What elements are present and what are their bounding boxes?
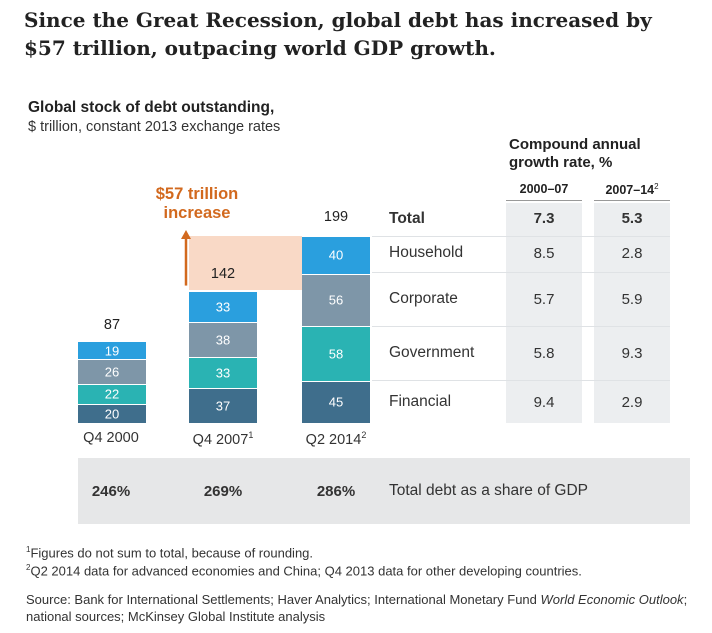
bar-segment-household: 40	[302, 236, 370, 274]
row-label-corporate: Corporate	[389, 290, 458, 307]
gdp-share-band	[78, 458, 690, 524]
cagr-period-2-sup: 2	[654, 182, 659, 191]
cagr-value: 9.3	[621, 345, 643, 362]
row-label-household: Household	[389, 244, 464, 261]
footnote-1: 1Figures do not sum to total, because of…	[26, 545, 313, 560]
increase-label-line2: increase	[163, 204, 231, 222]
bar-segment-corporate: 38	[189, 321, 257, 358]
cagr-value: 9.4	[533, 394, 555, 411]
bar-segment-household: 19	[78, 341, 146, 360]
cagr-header-line-1	[506, 200, 582, 201]
data-label: 33	[215, 299, 231, 314]
gdp-share-value: 246%	[91, 483, 131, 500]
footnote-2-sup: 2	[26, 563, 31, 572]
row-label-total: Total	[389, 210, 425, 227]
data-label: 40	[328, 247, 344, 263]
cagr-value: 7.3	[533, 210, 555, 227]
row-label-financial: Financial	[389, 393, 452, 410]
cagr-header-line-2	[594, 200, 670, 201]
bar-q4-2000: 20 22 26 19	[78, 341, 146, 423]
cagr-title: Compound annual growth rate, %	[509, 136, 679, 172]
x-label-text: Q4 2007	[192, 431, 249, 448]
gdp-share-value: 286%	[316, 483, 356, 500]
cagr-value: 5.3	[621, 210, 643, 227]
source-suffix: ; national sources; McKinsey Global Inst…	[26, 592, 688, 624]
bar-q4-2007: 37 33 38 33	[189, 290, 257, 423]
cagr-column-1-bg	[506, 203, 582, 423]
increase-label-line1: $57 trillion	[155, 185, 239, 203]
source-italic: World Economic Outlook	[540, 592, 684, 607]
data-label: 22	[104, 386, 120, 402]
footnote-2-text: Q2 2014 data for advanced economies and …	[30, 563, 582, 579]
increase-shade	[189, 236, 302, 290]
cagr-period-2-label: 2007–14	[605, 183, 655, 198]
cagr-period-1: 2000–07	[506, 182, 582, 196]
cagr-period-1-label: 2000–07	[519, 182, 569, 196]
x-label-q4-2000: Q4 2000	[61, 430, 161, 446]
x-label-q4-2007: Q4 20071	[173, 430, 273, 448]
x-label-text: Q2 2014	[305, 431, 362, 448]
cagr-column-2-bg	[594, 203, 670, 423]
row-separator	[372, 272, 670, 273]
bar-total-label: 87	[103, 317, 121, 334]
data-label: 37	[215, 398, 231, 414]
cagr-value: 5.8	[533, 345, 555, 362]
data-label: 58	[328, 346, 344, 362]
data-label: 26	[104, 364, 120, 380]
bar-segment-corporate: 56	[302, 273, 370, 327]
chart-title: Global stock of debt outstanding,	[28, 99, 275, 116]
data-label: 45	[328, 394, 344, 410]
gdp-share-value: 269%	[203, 483, 243, 500]
x-label-sup: 2	[361, 430, 367, 440]
data-label: 20	[104, 406, 120, 422]
bar-segment-household: 33	[189, 290, 257, 322]
cagr-period-2: 2007–142	[594, 182, 670, 197]
increase-label: $57 trillion increase	[142, 185, 252, 223]
increase-arrow	[181, 230, 191, 286]
cagr-title-line2: growth rate, %	[509, 154, 613, 171]
bar-segment-government: 22	[78, 383, 146, 405]
x-label-text: Q4 2000	[83, 430, 139, 446]
bar-total-label: 142	[210, 265, 236, 282]
x-label-sup: 1	[248, 430, 254, 440]
bar-q2-2014: 45 58 56 40	[302, 236, 370, 423]
increase-arrow-head	[181, 230, 191, 239]
bar-segment-government: 58	[302, 326, 370, 381]
x-label-q2-2014: Q2 20142	[286, 430, 386, 448]
cagr-value: 2.9	[621, 394, 643, 411]
bar-segment-corporate: 26	[78, 359, 146, 384]
cagr-value: 5.9	[621, 291, 643, 308]
bar-segment-financial: 20	[78, 404, 146, 423]
headline: Since the Great Recession, global debt h…	[24, 8, 652, 60]
footnote-2: 2Q2 2014 data for advanced economies and…	[26, 563, 582, 578]
footnote-1-text: Figures do not sum to total, because of …	[30, 545, 314, 561]
cagr-title-line1: Compound annual	[509, 136, 641, 153]
bar-segment-financial: 37	[189, 388, 257, 423]
data-label: 38	[215, 332, 231, 348]
data-label: 19	[104, 343, 120, 359]
bar-segment-government: 33	[189, 357, 257, 389]
cagr-value: 2.8	[621, 245, 643, 262]
bar-total-label: 199	[323, 209, 349, 225]
row-separator	[372, 236, 670, 237]
source-prefix: Source: Bank for International Settlemen…	[26, 592, 541, 607]
cagr-value: 8.5	[533, 245, 555, 262]
cagr-value: 5.7	[533, 291, 555, 308]
bar-segment-financial: 45	[302, 380, 370, 423]
row-separator	[372, 326, 670, 327]
data-label: 33	[215, 365, 231, 381]
row-label-government: Government	[389, 344, 475, 361]
data-label: 56	[328, 292, 344, 308]
row-separator	[372, 380, 670, 381]
gdp-share-label: Total debt as a share of GDP	[389, 482, 589, 499]
source-note: Source: Bank for International Settlemen…	[26, 591, 696, 625]
chart-subtitle: $ trillion, constant 2013 exchange rates	[28, 119, 281, 135]
footnote-1-sup: 1	[26, 545, 31, 554]
